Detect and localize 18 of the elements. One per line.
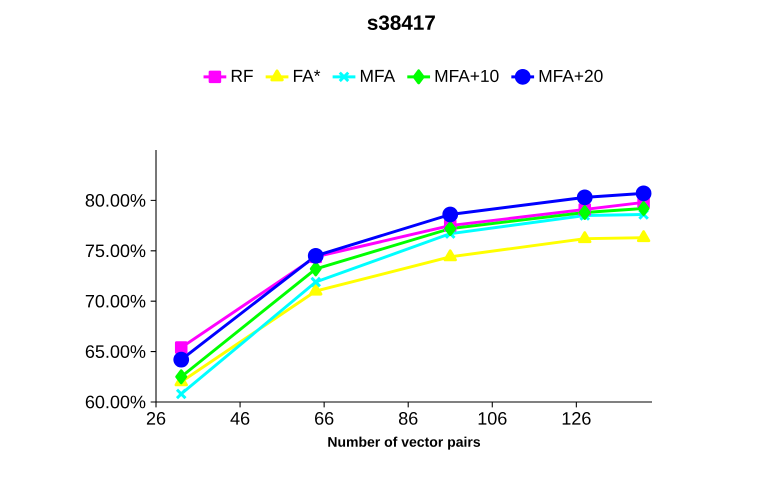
chart-title: s38417 [368,15,435,30]
y-tick-label: 60.00% [86,396,146,408]
legend-label: MFA+20 [540,70,603,82]
x-tick-label: 126 [562,412,591,425]
legend-label: MFA [360,70,396,82]
x-tick-label: 106 [478,412,506,425]
legend-label: MFA+10 [436,70,499,82]
legend-label: RF [232,70,253,82]
y-tick-label: 65.00% [86,345,146,358]
x-tick-label: 86 [398,412,418,425]
x-tick-label: 46 [230,412,250,425]
legend-label: FA* [294,70,320,82]
x-tick-label: 66 [315,412,334,425]
y-tick-label: 70.00% [86,294,146,308]
x-tick-label: 26 [146,412,166,425]
x-axis-title: Number of vector pairs [328,436,480,450]
y-tick-label: 75.00% [86,244,146,258]
y-tick-label: 80.00% [86,194,146,207]
